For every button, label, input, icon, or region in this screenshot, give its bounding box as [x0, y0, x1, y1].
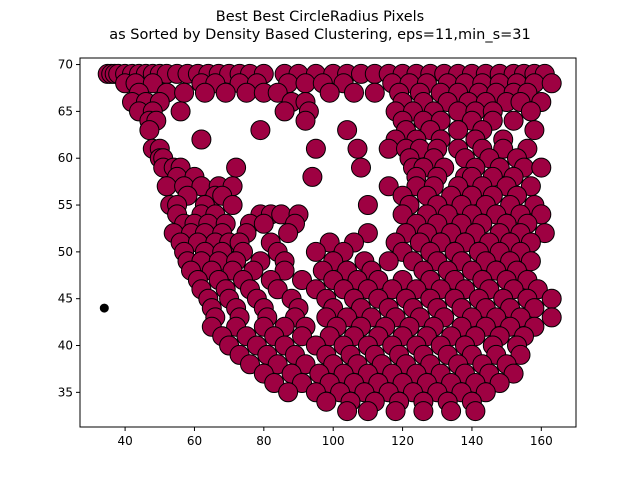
cluster-point	[156, 176, 177, 197]
cluster-point	[357, 401, 378, 422]
cluster-point	[448, 120, 469, 141]
points-layer	[97, 63, 562, 422]
cluster-point	[541, 288, 562, 309]
cluster-point	[170, 101, 191, 122]
y-tick-label: 50	[58, 245, 73, 259]
cluster-point	[364, 82, 385, 103]
cluster-point	[292, 270, 312, 290]
cluster-point	[253, 213, 274, 234]
cluster-point	[236, 82, 257, 103]
cluster-point	[274, 260, 295, 281]
cluster-point	[226, 157, 247, 178]
x-tick-label: 60	[187, 434, 202, 448]
cluster-point	[541, 307, 562, 328]
cluster-point	[520, 101, 541, 122]
cluster-point	[240, 354, 260, 375]
cluster-point	[295, 73, 316, 94]
y-tick-label: 45	[58, 292, 73, 306]
cluster-point	[475, 382, 496, 403]
cluster-point	[250, 120, 271, 141]
x-tick-label: 80	[256, 434, 271, 448]
cluster-point	[441, 401, 462, 422]
cluster-point	[503, 363, 524, 384]
cluster-point	[267, 279, 288, 300]
cluster-point	[292, 326, 312, 347]
cluster-point	[351, 157, 371, 178]
y-tick-label: 35	[58, 385, 73, 399]
cluster-point	[264, 373, 285, 393]
x-tick-label: 160	[530, 434, 553, 448]
x-tick-label: 140	[460, 434, 483, 448]
cluster-point	[489, 373, 510, 393]
cluster-point	[278, 382, 299, 403]
cluster-point	[302, 166, 323, 187]
cluster-point	[174, 82, 195, 103]
y-tick-label: 70	[58, 58, 73, 72]
cluster-point	[292, 373, 312, 393]
cluster-point	[215, 82, 236, 103]
cluster-point	[524, 120, 545, 141]
cluster-point	[305, 138, 326, 159]
cluster-point	[337, 120, 358, 141]
chart-title-line-1: Best Best CircleRadius Pixels	[216, 9, 424, 25]
chart-title-line-2: as Sorted by Density Based Clustering, e…	[109, 27, 531, 43]
cluster-point	[316, 391, 337, 412]
cluster-point	[378, 138, 399, 159]
cluster-point	[191, 129, 212, 150]
cluster-point	[142, 73, 163, 94]
cluster-point	[531, 157, 552, 178]
cluster-point	[267, 82, 288, 103]
cluster-point	[465, 401, 486, 422]
cluster-point	[413, 401, 434, 422]
x-tick-label: 120	[391, 434, 414, 448]
axes-layer: 40 60 80 100 120 140 160 35 40 45 50 55 60 65 70	[58, 57, 577, 448]
cluster-point	[295, 110, 316, 131]
y-tick-label: 65	[58, 104, 73, 118]
y-tick-label: 60	[58, 151, 73, 165]
x-tick-label: 40	[117, 434, 132, 448]
cluster-point	[510, 344, 531, 365]
plot-frame	[79, 57, 577, 428]
cluster-point	[534, 223, 555, 244]
cluster-point	[278, 223, 299, 244]
cluster-point	[357, 223, 378, 244]
cluster-point	[344, 82, 364, 103]
cluster-point	[274, 101, 295, 122]
y-tick-label: 40	[58, 339, 73, 353]
cluster-point	[503, 110, 524, 131]
cluster-point	[305, 241, 326, 262]
cluster-point	[222, 195, 243, 215]
cluster-point	[541, 73, 562, 94]
cluster-point	[385, 401, 406, 422]
cluster-point	[378, 251, 399, 272]
cluster-point	[337, 401, 358, 422]
cluster-point	[347, 138, 368, 159]
cluster-point	[139, 120, 160, 141]
cluster-point	[194, 82, 215, 103]
x-tick-label: 100	[322, 434, 345, 448]
cluster-point	[378, 176, 399, 197]
cluster-point	[357, 195, 378, 215]
cluster-point	[319, 82, 340, 103]
noise-point	[99, 303, 109, 313]
y-tick-label: 55	[58, 198, 73, 212]
